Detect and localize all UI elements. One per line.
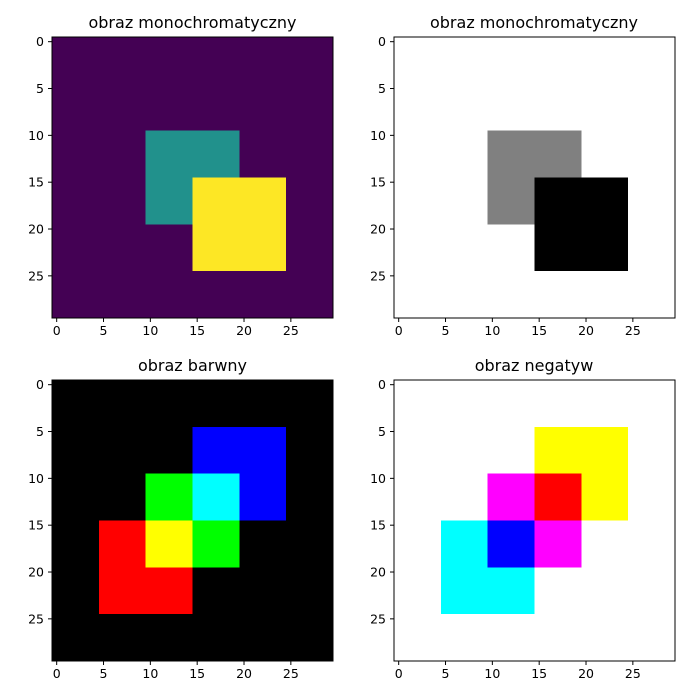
- y-tick-label: 20: [28, 565, 44, 580]
- x-tick-label: 0: [53, 666, 61, 681]
- x-tick-label: 15: [531, 666, 547, 681]
- x-tick-label: 25: [625, 323, 641, 338]
- y-tick-label: 15: [370, 518, 386, 533]
- axes-frame: [51, 36, 334, 319]
- subplot-bottom-right-title: obraz negatyw: [475, 356, 594, 375]
- image-block-3: [487, 520, 535, 568]
- x-tick-label: 20: [578, 323, 594, 338]
- axes-frame: [393, 379, 676, 662]
- y-tick-label: 5: [378, 424, 386, 439]
- x-tick-label: 15: [189, 666, 205, 681]
- x-tick-label: 0: [395, 323, 403, 338]
- subplot-bottom-right-plot: 0 5 10 15 20 25 0 5 10 15 20 25: [370, 377, 676, 681]
- x-tick-label: 20: [236, 666, 252, 681]
- y-tick-label: 20: [28, 222, 44, 237]
- x-tick-label: 20: [578, 666, 594, 681]
- y-tick-label: 5: [36, 424, 44, 439]
- image-block-4: [534, 473, 582, 521]
- subplot-bottom-right: obraz negatyw 0 5 10 15 20 25 0 5 10 15 20 25: [370, 356, 676, 681]
- x-tick-label: 15: [531, 323, 547, 338]
- x-tick-label: 5: [442, 323, 450, 338]
- y-tick-label: 20: [370, 222, 386, 237]
- image-block-4: [192, 473, 240, 521]
- x-tick-label: 10: [142, 323, 158, 338]
- y-tick-label: 15: [28, 518, 44, 533]
- image-block-1: [534, 177, 629, 272]
- x-tick-label: 25: [283, 666, 299, 681]
- y-tick-label: 15: [28, 175, 44, 190]
- subplot-top-left-title: obraz monochromatyczny: [88, 13, 296, 32]
- image-block-1: [192, 177, 287, 272]
- subplot-bottom-left-title: obraz barwny: [138, 356, 247, 375]
- subplot-top-right-title: obraz monochromatyczny: [430, 13, 638, 32]
- x-tick-label: 0: [53, 323, 61, 338]
- subplot-bottom-left-plot: 0 5 10 15 20 25 0 5 10 15 20 25: [28, 377, 334, 681]
- image-block-3: [145, 520, 193, 568]
- subplot-top-right: obraz monochromatyczny 0 5 10 15 20 25 0 5 10 15 2…: [370, 13, 676, 338]
- x-tick-label: 20: [236, 323, 252, 338]
- x-tick-label: 15: [189, 323, 205, 338]
- y-tick-label: 0: [36, 34, 44, 49]
- y-tick-label: 20: [370, 565, 386, 580]
- x-tick-label: 10: [142, 666, 158, 681]
- axes-frame: [51, 379, 334, 662]
- x-tick-label: 5: [100, 323, 108, 338]
- y-tick-label: 10: [28, 128, 44, 143]
- y-tick-label: 0: [378, 377, 386, 392]
- x-tick-label: 5: [442, 666, 450, 681]
- y-tick-label: 5: [36, 81, 44, 96]
- x-tick-label: 5: [100, 666, 108, 681]
- y-tick-label: 15: [370, 175, 386, 190]
- x-tick-label: 10: [484, 666, 500, 681]
- x-tick-label: 0: [395, 666, 403, 681]
- y-tick-label: 25: [370, 268, 386, 283]
- y-tick-label: 10: [370, 128, 386, 143]
- y-tick-label: 0: [36, 377, 44, 392]
- x-tick-label: 25: [283, 323, 299, 338]
- y-tick-label: 5: [378, 81, 386, 96]
- subplot-top-left-plot: 0 5 10 15 20 25 0 5 10 15 20 25: [28, 34, 334, 338]
- subplot-top-left: obraz monochromatyczny 0 5 10 15 20 25 0 5 10 15 2…: [28, 13, 334, 338]
- axes-frame: [393, 36, 676, 319]
- subplot-top-right-plot: 0 5 10 15 20 25 0 5 10 15 20 25: [370, 34, 676, 338]
- x-tick-label: 25: [625, 666, 641, 681]
- y-tick-label: 25: [28, 611, 44, 626]
- x-tick-label: 10: [484, 323, 500, 338]
- y-tick-label: 10: [28, 471, 44, 486]
- y-tick-label: 0: [378, 34, 386, 49]
- y-tick-label: 25: [370, 611, 386, 626]
- subplot-bottom-left: obraz barwny 0 5 10 15 20 25 0 5 10 15 20 25: [28, 356, 334, 681]
- y-tick-label: 10: [370, 471, 386, 486]
- y-tick-label: 25: [28, 268, 44, 283]
